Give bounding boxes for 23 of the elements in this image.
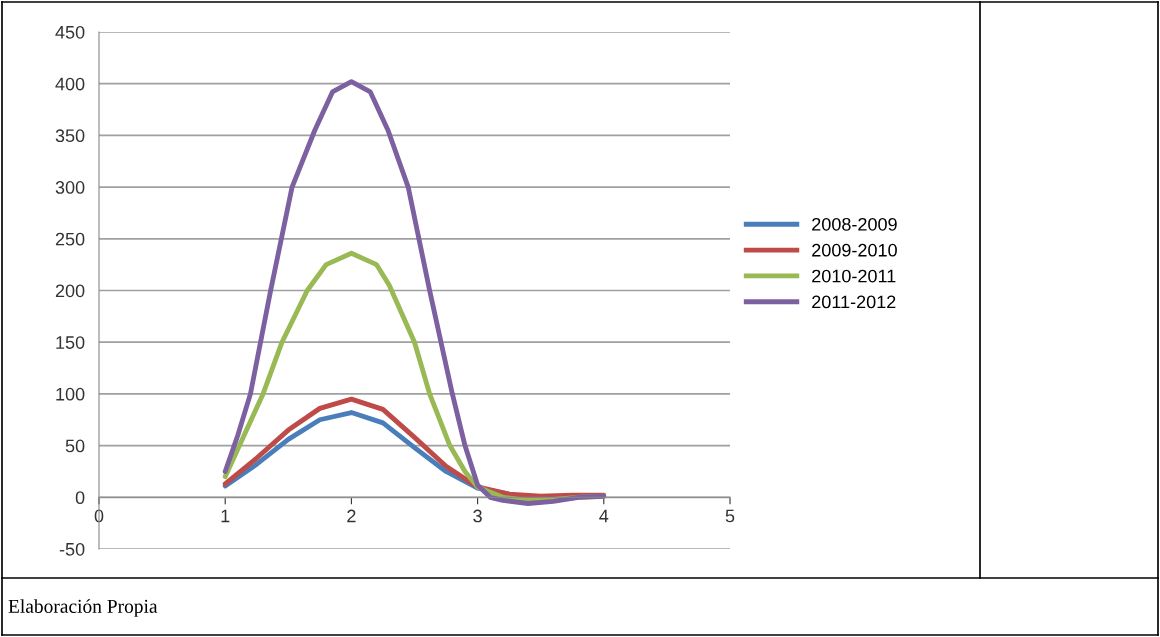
y-tick-label: 250 [55, 232, 85, 246]
x-tick-label: 1 [221, 509, 230, 523]
x-tick-label: 5 [725, 509, 735, 523]
text: Elaboración Propia [8, 599, 158, 617]
legend-label: 2010-2011 [812, 269, 896, 283]
y-tick-label: 100 [56, 387, 85, 401]
legend-label: 2008-2009 [812, 217, 897, 231]
y-tick-label: 350 [55, 129, 85, 143]
y-tick-label: 0 [75, 491, 85, 505]
y-tick-label: 400 [55, 77, 85, 91]
x-tick-label: 0 [94, 509, 104, 523]
x-tick-label: 4 [599, 509, 609, 523]
y-tick-label: 450 [55, 25, 85, 39]
y-tick-label: 150 [56, 336, 85, 349]
y-tick-label: 50 [65, 439, 85, 453]
y-tick-label: 300 [55, 181, 85, 194]
line-series [222, 79, 607, 506]
x-tick-label: 3 [473, 509, 482, 523]
legend-label: 2009-2010 [812, 243, 897, 257]
legend-label: 2011-2012 [812, 295, 896, 309]
y-tick-label: -50 [59, 542, 85, 556]
x-tick-label: 2 [347, 509, 356, 523]
y-tick-label: 200 [55, 284, 85, 298]
